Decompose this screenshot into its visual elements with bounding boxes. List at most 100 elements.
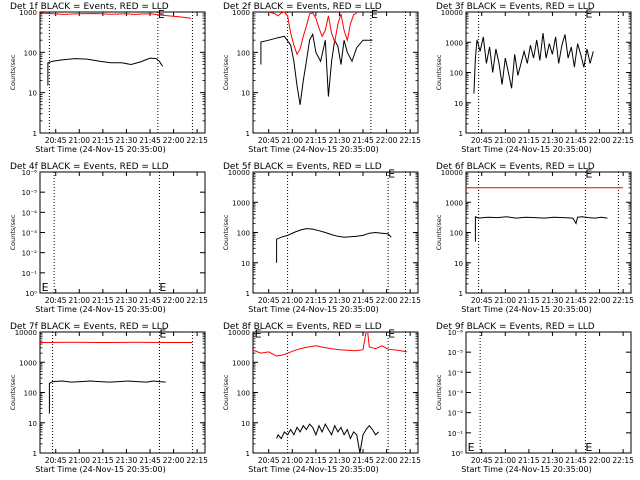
y-tick-label: 10⁻⁴ [22, 209, 38, 217]
x-axis-label: Start Time (24-Nov-15 20:35:00) [248, 305, 378, 314]
x-tick-label: 21:30 [329, 456, 351, 465]
panel-title: Det 6f BLACK = Events, RED = LLD [436, 162, 595, 172]
y-tick-label: 10⁻² [22, 250, 38, 258]
x-tick-label: 21:00 [494, 296, 516, 305]
y-tick-label: 1 [33, 450, 37, 458]
y-axis-label: Counts/sec [435, 374, 443, 410]
x-tick-label: 21:15 [518, 296, 540, 305]
y-tick-label: 10 [241, 420, 250, 428]
x-tick-label: 20:45 [45, 456, 67, 465]
plot-frame [39, 11, 206, 134]
x-tick-label: 21:15 [305, 456, 327, 465]
e-marker: E [42, 281, 49, 294]
x-tick-label: 20:45 [45, 296, 67, 305]
e-marker: E [371, 8, 378, 21]
x-tick-label: 21:15 [92, 296, 114, 305]
x-tick-label: 22:00 [376, 136, 398, 145]
events-series-line [473, 33, 594, 94]
x-tick-label: 21:00 [68, 296, 90, 305]
x-axis-label: Start Time (24-Nov-15 20:35:00) [248, 465, 378, 474]
x-tick-label: 21:30 [116, 296, 138, 305]
e-marker: E [159, 281, 166, 294]
y-tick-label: 100 [237, 49, 250, 57]
x-tick-label: 21:45 [352, 136, 374, 145]
detector-panel-3: Det 3f BLACK = Events, RED = LLD 20:45 21:… [435, 2, 634, 154]
panel-title: Det 3f BLACK = Events, RED = LLD [436, 2, 595, 12]
x-tick-label: 21:45 [139, 456, 161, 465]
y-tick-label: 100 [450, 230, 463, 238]
x-tick-label: 22:00 [589, 456, 611, 465]
x-tick-label: 22:00 [163, 296, 185, 305]
y-axis-label: Counts/sec [9, 214, 17, 250]
panel-title: Det 5f BLACK = Events, RED = LLD [223, 162, 382, 172]
y-tick-label: 10⁻⁵ [22, 189, 38, 197]
x-tick-label: 21:45 [139, 136, 161, 145]
x-tick-label: 21:15 [92, 136, 114, 145]
x-tick-label: 20:45 [258, 456, 280, 465]
y-tick-label: 10⁻² [448, 410, 464, 418]
x-tick-label: 22:15 [186, 136, 208, 145]
x-axis-label: Start Time (24-Nov-15 20:35:00) [248, 145, 378, 154]
e-marker: E [388, 167, 395, 180]
x-tick-label: 21:30 [329, 136, 351, 145]
e-marker: E [468, 441, 475, 454]
y-tick-label: 1000 [445, 39, 463, 47]
panel-title: Det 8f BLACK = Events, RED = LLD [223, 322, 382, 332]
e-marker: E [158, 8, 165, 21]
events-series-line [276, 422, 380, 454]
x-tick-label: 21:45 [565, 296, 587, 305]
e-marker: E [255, 327, 262, 340]
y-tick-label: 1 [246, 290, 250, 298]
events-series-line [260, 32, 373, 105]
events-series-line [47, 57, 164, 86]
x-tick-label: 21:15 [518, 136, 540, 145]
x-tick-label: 21:30 [542, 296, 564, 305]
plot-frame [252, 11, 419, 134]
y-tick-label: 10000 [441, 9, 463, 17]
y-tick-label: 1000 [19, 9, 37, 17]
x-tick-label: 21:30 [542, 456, 564, 465]
x-tick-label: 22:15 [399, 136, 421, 145]
y-tick-label: 10000 [15, 329, 37, 337]
x-tick-label: 20:45 [471, 456, 493, 465]
panel-title: Det 2f BLACK = Events, RED = LLD [223, 2, 382, 12]
x-tick-label: 20:45 [471, 296, 493, 305]
y-tick-label: 10⁻⁵ [448, 349, 464, 357]
x-tick-label: 21:30 [542, 136, 564, 145]
x-tick-label: 20:45 [471, 136, 493, 145]
events-series-line [48, 380, 166, 414]
panel-title: Det 7f BLACK = Events, RED = LLD [10, 322, 169, 332]
y-tick-label: 10 [241, 260, 250, 268]
x-axis-label: Start Time (24-Nov-15 20:35:00) [35, 145, 165, 154]
y-axis-label: Counts/sec [222, 54, 230, 90]
x-axis-label: Start Time (24-Nov-15 20:35:00) [461, 145, 591, 154]
x-tick-label: 20:45 [258, 296, 280, 305]
e-marker: E [585, 7, 592, 20]
y-tick-label: 1 [459, 130, 463, 138]
x-tick-label: 21:45 [565, 136, 587, 145]
y-tick-label: 100 [237, 230, 250, 238]
y-tick-label: 10 [454, 100, 463, 108]
y-tick-label: 100 [237, 390, 250, 398]
x-tick-label: 21:00 [281, 456, 303, 465]
x-axis-label: Start Time (24-Nov-15 20:35:00) [35, 465, 165, 474]
x-tick-label: 21:45 [565, 456, 587, 465]
x-tick-label: 22:15 [612, 296, 634, 305]
y-tick-label: 10000 [228, 169, 250, 177]
y-axis-label: Counts/sec [222, 214, 230, 250]
x-tick-label: 21:00 [281, 136, 303, 145]
e-marker: E [585, 441, 592, 454]
x-tick-label: 21:30 [116, 136, 138, 145]
x-tick-label: 21:15 [305, 136, 327, 145]
x-tick-label: 21:45 [139, 296, 161, 305]
y-tick-label: 1000 [232, 199, 250, 207]
e-marker: E [388, 327, 395, 340]
panel-title: Det 9f BLACK = Events, RED = LLD [436, 322, 595, 332]
